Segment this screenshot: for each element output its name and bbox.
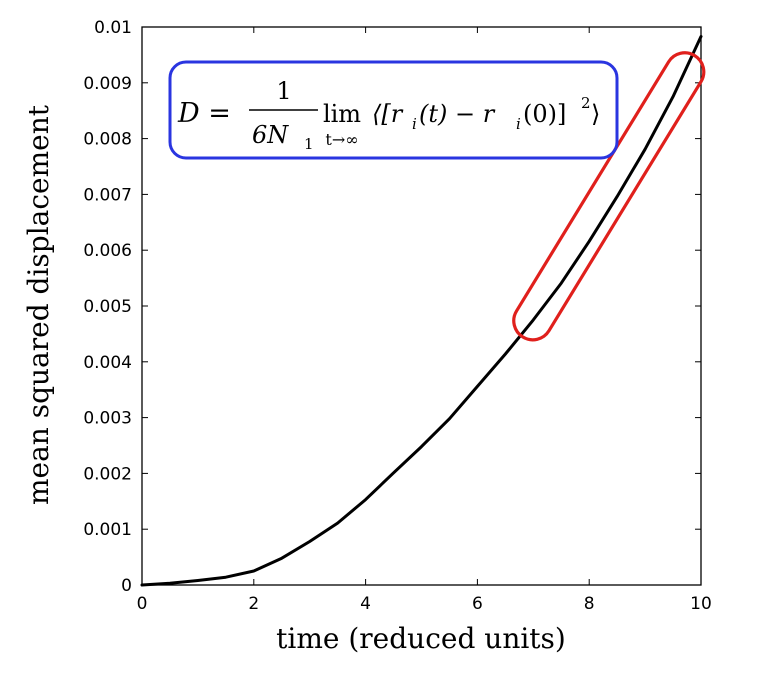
x-axis-label: time (reduced units) xyxy=(276,622,566,655)
formula-bracket-open: ⟨[r xyxy=(372,100,404,128)
formula-exponent: 2 xyxy=(581,94,591,112)
y-tick-label: 0 xyxy=(121,576,132,596)
formula-annotation: D = 1 6N 1 lim t→∞ ⟨[r i (t) − r i (0)] … xyxy=(168,60,619,160)
y-tick-label: 0.01 xyxy=(94,18,132,38)
formula-time-part: (t) − r xyxy=(419,100,496,128)
formula-zero-part: (0)] xyxy=(523,100,566,128)
series-layer xyxy=(140,35,703,587)
x-tick-label: 6 xyxy=(472,594,483,614)
y-axis-label: mean squared displacement xyxy=(22,104,55,505)
y-tick-label: 0.007 xyxy=(83,185,132,205)
y-tick-label: 0.001 xyxy=(83,520,132,540)
y-tick-label: 0.006 xyxy=(83,241,132,261)
formula-lim: lim xyxy=(323,100,361,128)
formula-denominator-subscript: 1 xyxy=(304,135,314,153)
annotation-layer xyxy=(512,51,706,342)
y-tick-label: 0.009 xyxy=(83,74,132,94)
formula-r-subscript: i xyxy=(412,115,417,133)
formula-numerator: 1 xyxy=(276,77,291,105)
y-tick-label: 0.008 xyxy=(83,130,132,150)
y-tick-label: 0.003 xyxy=(83,409,132,429)
y-tick-label: 0.004 xyxy=(83,353,132,373)
formula-lhs: D = xyxy=(177,98,231,129)
y-tick-label: 0.002 xyxy=(83,464,132,484)
x-tick-label: 2 xyxy=(248,594,259,614)
formula-bracket-close: ⟩ xyxy=(591,100,600,128)
msd-series-line xyxy=(140,35,703,587)
formula-box xyxy=(168,60,619,160)
y-tick-label: 0.005 xyxy=(83,297,132,317)
formula-r-subscript-2: i xyxy=(516,115,521,133)
highlight-capsule xyxy=(512,51,706,342)
formula-lim-subscript: t→∞ xyxy=(325,130,358,149)
x-tick-label: 10 xyxy=(690,594,712,614)
x-tick-label: 8 xyxy=(584,594,595,614)
x-tick-label: 4 xyxy=(360,594,371,614)
axis-ticks: 0 2 4 6 8 10 0 0.001 0.002 0.003 0.004 0.005 0.006 0.… xyxy=(83,18,711,614)
x-tick-label: 0 xyxy=(137,594,148,614)
formula-denominator: 6N xyxy=(252,121,289,149)
